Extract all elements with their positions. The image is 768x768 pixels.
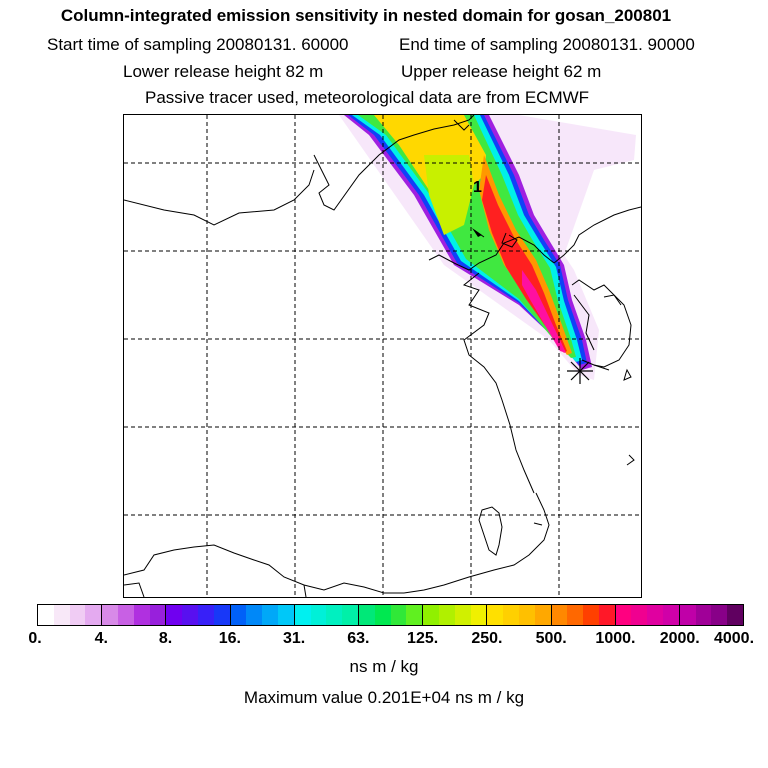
colorbar-swatch [326, 605, 343, 625]
lower-release-label: Lower release height 82 m [123, 62, 324, 81]
colorbar-swatch [518, 605, 535, 625]
colorbar-swatch [294, 605, 311, 625]
colorbar-segment [679, 605, 744, 625]
colorbar-segment [358, 605, 424, 625]
colorbar-swatch [358, 605, 375, 625]
maximum-value-label: Maximum value 0.201E+04 ns m / kg [243, 688, 525, 707]
plume-yellowgreen [424, 155, 474, 235]
colorbar-tick-label: 16. [218, 630, 241, 647]
colorbar-tick-label: 31. [282, 630, 306, 647]
colorbar-swatch [454, 605, 471, 625]
colorbar-swatch [85, 605, 102, 625]
colorbar-swatch [406, 605, 423, 625]
colorbar-swatch [310, 605, 327, 625]
colorbar-swatch [117, 605, 134, 625]
colorbar-swatch [487, 605, 504, 625]
colorbar-swatch [149, 605, 166, 625]
colorbar-swatch [567, 605, 584, 625]
colorbar-swatch [631, 605, 648, 625]
colorbar-tick-label: 4. [94, 630, 108, 647]
colorbar-swatch [470, 605, 487, 625]
chart-title: Column-integrated emission sensitivity i… [60, 6, 672, 25]
end-time-label: End time of sampling 20080131. 90000 [399, 35, 695, 54]
colorbar-tick-label: 2000. [659, 630, 700, 647]
colorbar-swatch [69, 605, 86, 625]
colorbar-swatch [503, 605, 519, 625]
start-time-label: Start time of sampling 20080131. 60000 [47, 35, 349, 54]
colorbar-swatch [374, 605, 391, 625]
coastlines [124, 115, 641, 597]
tracer-note: Passive tracer used, meteorological data… [145, 88, 590, 107]
colorbar-swatch [197, 605, 214, 625]
colorbar-swatch [534, 605, 551, 625]
colorbar-swatch [438, 605, 455, 625]
colorbar-swatch [615, 605, 632, 625]
colorbar-segment [423, 605, 488, 625]
colorbar-segment [551, 605, 616, 625]
colorbar-swatch [246, 605, 263, 625]
colorbar-swatch [647, 605, 664, 625]
colorbar-swatch [102, 605, 118, 625]
colorbar-tick-label: 1000. [595, 630, 636, 647]
particle-marker-label: 1 [473, 179, 482, 196]
colorbar-segment [38, 605, 103, 625]
colorbar-swatch [182, 605, 198, 625]
colorbar-swatch [342, 605, 358, 625]
colorbar-swatch [663, 605, 679, 625]
colorbar-swatch [583, 605, 599, 625]
colorbar-swatch [133, 605, 150, 625]
colorbar-segment [487, 605, 552, 625]
colorbar-swatch [679, 605, 696, 625]
colorbar-swatch [598, 605, 615, 625]
colorbar-tick-label: 4000. [713, 630, 755, 647]
colorbar-swatch [551, 605, 568, 625]
colorbar-swatch [262, 605, 278, 625]
plume-green [358, 115, 576, 358]
map-canvas [124, 115, 641, 597]
colorbar-swatch [727, 605, 744, 625]
upper-release-label: Upper release height 62 m [401, 62, 602, 81]
colorbar-tick-label: 8. [158, 630, 173, 647]
plume-red-core [482, 175, 567, 353]
colorbar-unit: ns m / kg [349, 657, 419, 676]
colorbar-segment [102, 605, 167, 625]
colorbar-swatch [711, 605, 728, 625]
colorbar-tick-label: 500. [535, 630, 567, 647]
colorbar-swatch [390, 605, 407, 625]
colorbar [37, 604, 744, 626]
colorbar-swatch [38, 605, 54, 625]
plume-magenta-core [522, 270, 566, 353]
colorbar-tick-label: 125. [407, 630, 439, 647]
colorbar-swatch [277, 605, 294, 625]
star-marker-icon [567, 358, 593, 384]
colorbar-swatch [53, 605, 70, 625]
colorbar-swatch [166, 605, 183, 625]
colorbar-swatch [230, 605, 247, 625]
lat-lon-grid [124, 115, 641, 597]
colorbar-swatch [423, 605, 439, 625]
colorbar-segment [230, 605, 295, 625]
colorbar-tick-label: 250. [471, 630, 503, 647]
map-panel: 1 [123, 114, 642, 598]
colorbar-tick-label: 63. [347, 630, 370, 647]
colorbar-swatch [213, 605, 230, 625]
colorbar-swatch [695, 605, 712, 625]
colorbar-tick-label: 0. [28, 630, 42, 647]
colorbar-segment [615, 605, 680, 625]
colorbar-segment [166, 605, 231, 625]
colorbar-segment [294, 605, 359, 625]
